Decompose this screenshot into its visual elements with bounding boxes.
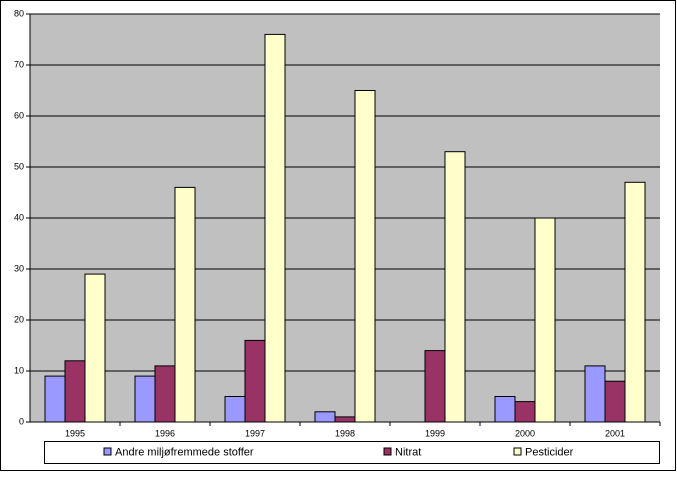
bar — [154, 365, 176, 423]
bar — [584, 365, 606, 423]
y-tick-label: 50 — [14, 161, 24, 171]
bar — [334, 416, 356, 423]
bar — [494, 396, 516, 423]
bar — [134, 375, 156, 423]
y-tick-label: 30 — [14, 263, 24, 273]
bar — [514, 401, 536, 423]
bar — [604, 380, 626, 423]
y-tick-label: 40 — [14, 212, 24, 222]
bar — [354, 90, 376, 423]
legend-box — [44, 441, 660, 464]
bar — [444, 151, 466, 423]
legend-swatch — [383, 447, 392, 456]
y-tick-label: 80 — [14, 8, 24, 18]
legend-label: Andre miljøfremmede stoffer — [115, 446, 254, 458]
bar — [314, 411, 336, 423]
bar — [534, 217, 556, 423]
legend-swatch — [513, 447, 522, 456]
x-tick-label: 1998 — [335, 428, 355, 438]
bar — [264, 33, 286, 423]
x-tick-label: 1999 — [425, 428, 445, 438]
bar — [174, 186, 196, 423]
legend-swatch — [103, 447, 112, 456]
x-tick-label: 1996 — [155, 428, 175, 438]
x-tick-label: 2000 — [515, 428, 535, 438]
x-tick-label: 1995 — [65, 428, 85, 438]
legend-label: Nitrat — [395, 446, 421, 458]
bar — [624, 181, 646, 423]
y-tick-label: 60 — [14, 110, 24, 120]
bar — [244, 339, 266, 423]
legend-label: Pesticider — [525, 446, 574, 458]
bar — [84, 273, 106, 423]
y-tick-label: 0 — [19, 416, 24, 426]
x-tick-label: 1997 — [245, 428, 265, 438]
y-tick-label: 10 — [14, 365, 24, 375]
y-tick-label: 20 — [14, 314, 24, 324]
y-tick-label: 70 — [14, 59, 24, 69]
x-tick-label: 2001 — [605, 428, 625, 438]
bar — [424, 350, 446, 423]
bar — [64, 360, 86, 423]
legend: Andre miljøfremmede stoffer Nitrat Pestici… — [103, 446, 574, 458]
bar — [224, 396, 246, 423]
bar — [44, 375, 66, 423]
